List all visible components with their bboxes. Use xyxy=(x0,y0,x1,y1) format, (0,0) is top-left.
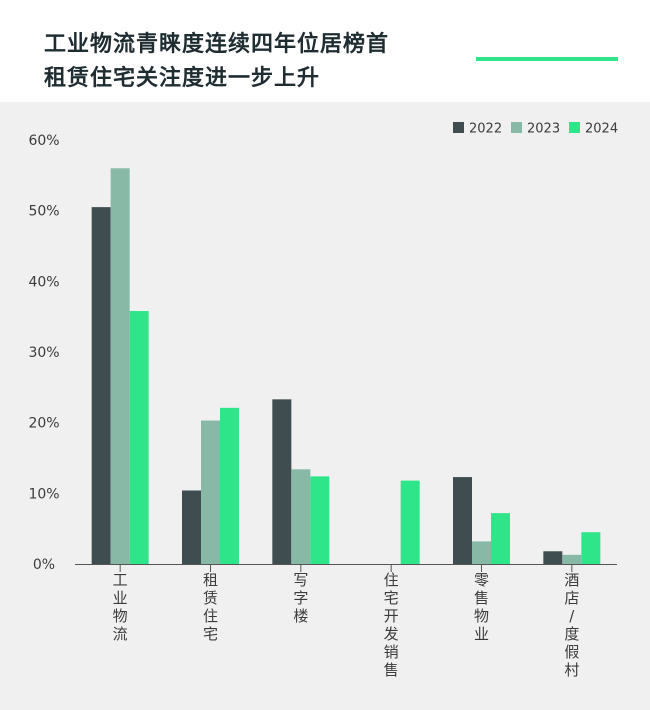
x-tick-label: 酒店/度假村 xyxy=(564,571,579,679)
legend-swatch-2024 xyxy=(569,122,580,133)
chart-title-line1: 工业物流青睐度连续四年位居榜首 xyxy=(44,32,390,57)
header: 工业物流青睐度连续四年位居榜首 租赁住宅关注度进一步上升 xyxy=(0,0,650,102)
y-tick-label: 40% xyxy=(28,274,59,290)
bar-2023 xyxy=(291,469,311,564)
chart-title-line2: 租赁住宅关注度进一步上升 xyxy=(44,66,321,91)
bar-2024 xyxy=(220,407,239,564)
y-tick-label: 0% xyxy=(33,557,55,573)
legend-label: 2023 xyxy=(527,122,560,137)
bar-2024 xyxy=(581,532,601,564)
bar-2023 xyxy=(110,168,130,564)
x-tick-label: 租赁住宅 xyxy=(203,571,218,643)
x-tick-label: 住宅开发销售 xyxy=(384,571,399,679)
bar-2022 xyxy=(272,399,292,564)
bar-2023 xyxy=(562,554,582,564)
bar-2022 xyxy=(91,207,111,564)
bar-2022 xyxy=(453,477,472,564)
legend-swatch-2022 xyxy=(453,122,464,133)
y-tick-label: 30% xyxy=(28,345,59,361)
y-tick-label: 20% xyxy=(28,416,59,432)
y-tick-label: 10% xyxy=(28,486,59,502)
bar-2022 xyxy=(543,551,563,564)
bar-2024 xyxy=(310,476,330,564)
x-tick-label: 零售物业 xyxy=(474,571,489,643)
legend-swatch-2023 xyxy=(511,122,522,133)
bar-2024 xyxy=(129,311,149,564)
bar-2022 xyxy=(182,490,201,564)
bar-2024 xyxy=(400,480,420,564)
legend-label: 2024 xyxy=(585,122,618,137)
x-tick-label: 写字楼 xyxy=(293,571,308,625)
y-tick-label: 50% xyxy=(28,204,59,220)
legend-label: 2022 xyxy=(469,122,502,137)
accent-line xyxy=(476,57,618,61)
bar-2024 xyxy=(491,513,510,564)
x-tick-label: 工业物流 xyxy=(113,571,128,643)
bar-2023 xyxy=(201,420,220,564)
y-tick-label: 60% xyxy=(28,133,59,149)
bar-2023 xyxy=(472,541,491,564)
